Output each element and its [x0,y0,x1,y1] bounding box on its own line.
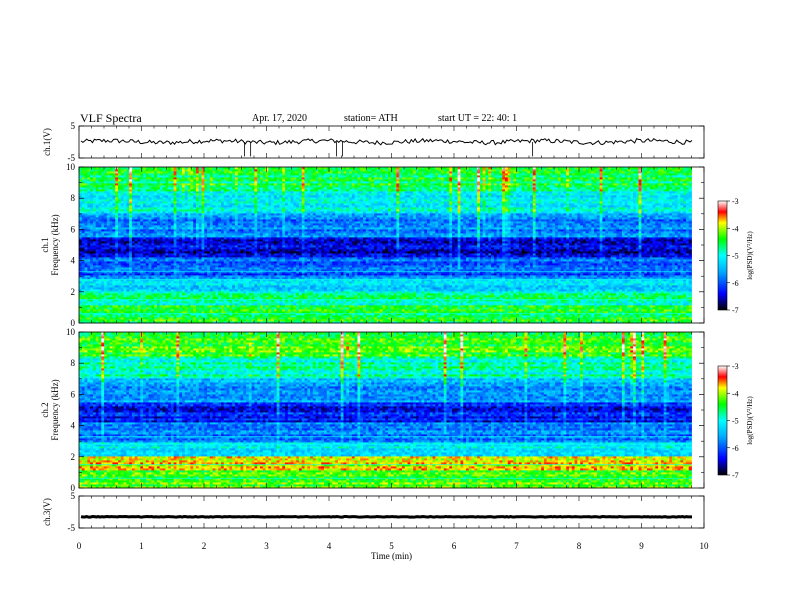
colorbar-tick-label: -7 [732,471,739,480]
y-tick-label: 2 [71,452,76,462]
colorbar-label: log(PSD)(V²/Hz) [746,231,754,280]
y-tick-label: 4 [71,421,76,431]
colorbar-tick-label: -6 [732,279,739,288]
spectrogram-cells [79,167,692,323]
colorbar-label: log(PSD)(V²/Hz) [746,396,754,445]
waveform-trace [81,139,692,145]
y-axis-label: ch.3(V) [42,498,52,526]
x-tick-label: 6 [452,541,457,551]
colorbar-tick-label: -5 [732,417,739,426]
y-tick-label: 10 [66,327,76,337]
vlf-spectra-figure: -55ch.1(V) 0246810ch.1Frequency (kHz) 02… [0,0,792,612]
x-tick-label: 5 [389,541,394,551]
x-tick-label: 1 [139,541,144,551]
y-tick-label: 5 [71,121,76,131]
x-tick-label: 0 [77,541,82,551]
x-tick-label: 9 [639,541,644,551]
x-tick-label: 3 [264,541,269,551]
y-tick-label: 6 [71,389,76,399]
colorbar-tick-label: -4 [732,389,739,398]
colorbar [718,201,727,310]
waveform-trace [81,517,692,518]
y-tick-label: 5 [71,491,76,501]
x-axis-label: Time (min) [371,551,412,561]
colorbar-tick-label: -4 [732,224,739,233]
y-tick-label: -5 [68,523,76,533]
y-tick-label: 8 [71,193,76,203]
x-tick-label: 4 [327,541,332,551]
colorbar-tick-label: -7 [732,306,739,315]
x-tick-label: 7 [514,541,519,551]
colorbar [718,366,727,475]
colorbar-tick-label: -3 [732,197,739,206]
colorbar-tick-label: -3 [732,362,739,371]
spectrogram-cells [79,332,692,488]
x-tick-label: 10 [700,541,710,551]
y-tick-label: 6 [71,224,76,234]
colorbar-tick-label: -5 [732,252,739,261]
x-tick-label: 2 [202,541,207,551]
y-axis-label: ch.1(V) [42,128,52,156]
colorbars: -3 -4 -5 -6 -7 log(PSD)(V²/Hz) -3 -4 -5 -6 -7 log(P… [718,197,754,480]
colorbar-tick-label: -6 [732,444,739,453]
y-tick-label: 10 [66,162,76,172]
y-tick-label: 8 [71,358,76,368]
y-axis-label: ch.1Frequency (kHz) [40,214,60,275]
ch3-waveform-panel: -5 5 ch.3(V) [42,491,704,533]
time-axis: 0 1 2 3 4 5 6 7 8 9 10 Time (min) [77,541,709,561]
y-tick-label: 2 [71,287,76,297]
x-tick-label: 8 [577,541,582,551]
y-tick-label: 4 [71,256,76,266]
y-axis-label: ch.2Frequency (kHz) [40,379,60,440]
